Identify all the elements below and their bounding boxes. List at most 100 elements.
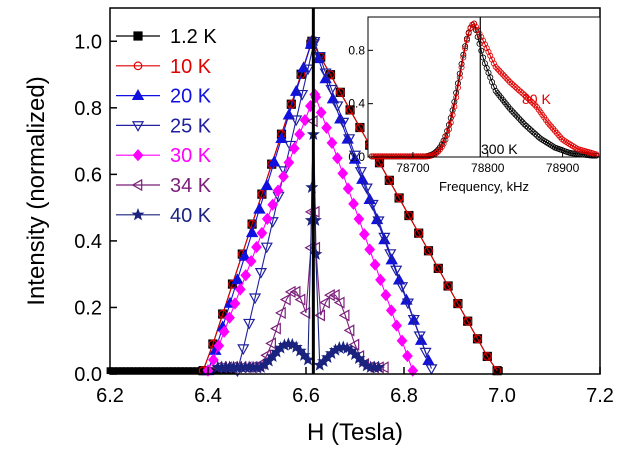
y-tick-label: 0.0 xyxy=(74,364,102,386)
legend-entry: 20 K xyxy=(116,86,212,108)
data-point xyxy=(358,228,370,241)
legend-marker xyxy=(131,121,145,132)
data-point xyxy=(377,361,389,374)
inset-data-point xyxy=(555,131,562,138)
inset-data-point xyxy=(551,127,558,134)
legend-marker xyxy=(132,149,144,162)
legend-marker xyxy=(131,178,143,192)
data-point xyxy=(309,247,323,260)
data-point xyxy=(284,285,296,298)
inset-data-point xyxy=(445,126,452,133)
x-tick-label: 6.6 xyxy=(292,385,320,407)
y-tick-label: 0.2 xyxy=(74,297,102,319)
inset-data-point xyxy=(519,90,526,97)
data-point xyxy=(294,128,306,141)
inset-data-point xyxy=(530,129,537,136)
data-point xyxy=(380,289,392,302)
inset-data-point xyxy=(460,54,467,61)
data-point xyxy=(260,179,273,191)
legend: 1.2 K 10 K 20 K 25 K 30 K 34 K 40 K xyxy=(116,26,217,227)
inset-x-tick-label: 78700 xyxy=(396,161,430,175)
data-point xyxy=(243,318,256,330)
inset-data-point xyxy=(449,112,456,119)
legend-entry: 1.2 K xyxy=(116,26,217,48)
data-point xyxy=(424,246,433,256)
legend-entry: 10 K xyxy=(116,56,212,78)
inset-data-point xyxy=(508,80,515,87)
data-point xyxy=(325,84,338,96)
inset-data-point xyxy=(444,132,451,139)
inset-annotation-300k: 300 K xyxy=(481,141,518,157)
inset-data-point xyxy=(510,82,517,89)
data-point xyxy=(274,306,286,319)
inset-data-point xyxy=(532,102,539,109)
main-y-ticks: 0.0 0.2 0.4 0.6 0.8 1.0 xyxy=(74,31,117,386)
data-point xyxy=(425,364,438,376)
data-point xyxy=(299,306,311,319)
inset-data-point xyxy=(519,119,526,126)
inset-plot: 78700 78800 78900 0.0 0.4 0.8 Frequency, kHz… xyxy=(348,16,601,194)
data-point xyxy=(473,334,482,344)
inset-data-point xyxy=(463,37,470,44)
inset-data-point xyxy=(476,30,483,37)
data-point xyxy=(394,193,404,203)
inset-data-point xyxy=(507,105,514,112)
inset-data-point xyxy=(433,150,440,157)
legend-marker xyxy=(133,61,143,71)
data-point xyxy=(396,334,408,347)
data-point xyxy=(364,243,376,256)
inset-data-point xyxy=(471,20,478,27)
data-point xyxy=(375,273,386,287)
inset-data-point xyxy=(521,92,528,99)
data-point xyxy=(337,167,349,180)
inset-data-point xyxy=(557,134,564,141)
data-point xyxy=(326,136,338,150)
inset-data-point xyxy=(514,113,521,120)
data-point xyxy=(278,170,289,183)
data-point xyxy=(260,242,273,254)
inset-data-point xyxy=(454,84,461,91)
data-point xyxy=(313,52,326,63)
data-point xyxy=(275,132,288,143)
legend-label: 25 K xyxy=(170,115,212,137)
inset-data-point xyxy=(532,130,539,137)
data-point xyxy=(321,121,332,134)
inset-x-axis-title: Frequency, kHz xyxy=(439,179,529,194)
data-point xyxy=(345,105,355,115)
inset-data-point xyxy=(472,23,479,30)
data-point xyxy=(248,293,262,305)
inset-data-point xyxy=(503,75,510,82)
data-point xyxy=(328,289,340,302)
data-point xyxy=(279,293,291,306)
data-point xyxy=(433,263,443,273)
data-point xyxy=(314,309,325,322)
inset-data-point xyxy=(516,115,523,122)
data-point xyxy=(342,182,354,195)
legend-label: 20 K xyxy=(170,86,212,108)
data-point xyxy=(295,89,309,101)
data-point xyxy=(257,189,267,199)
y-tick-label: 0.6 xyxy=(74,164,102,186)
inset-data-point xyxy=(526,97,533,104)
inset-data-point xyxy=(483,45,490,52)
data-point xyxy=(407,314,420,326)
inset-data-point xyxy=(478,47,485,54)
data-point xyxy=(372,216,385,228)
data-point xyxy=(353,212,365,226)
legend-entry: 30 K xyxy=(116,145,212,167)
inset-data-point xyxy=(438,143,445,150)
inset-data-point xyxy=(525,95,532,102)
inset-data-point xyxy=(467,25,474,32)
data-point xyxy=(231,273,244,285)
legend-entry: 40 K xyxy=(116,205,212,227)
data-point xyxy=(404,211,414,220)
data-point xyxy=(372,360,386,373)
series-25k xyxy=(231,36,438,378)
data-point xyxy=(413,331,426,343)
inset-data-point xyxy=(533,132,540,139)
main-x-ticks: 6.2 6.4 6.6 6.8 7.0 7.2 xyxy=(96,367,614,407)
series-line xyxy=(236,39,432,371)
data-point xyxy=(278,166,291,178)
data-point xyxy=(385,304,397,317)
inset-data-point xyxy=(458,64,465,71)
